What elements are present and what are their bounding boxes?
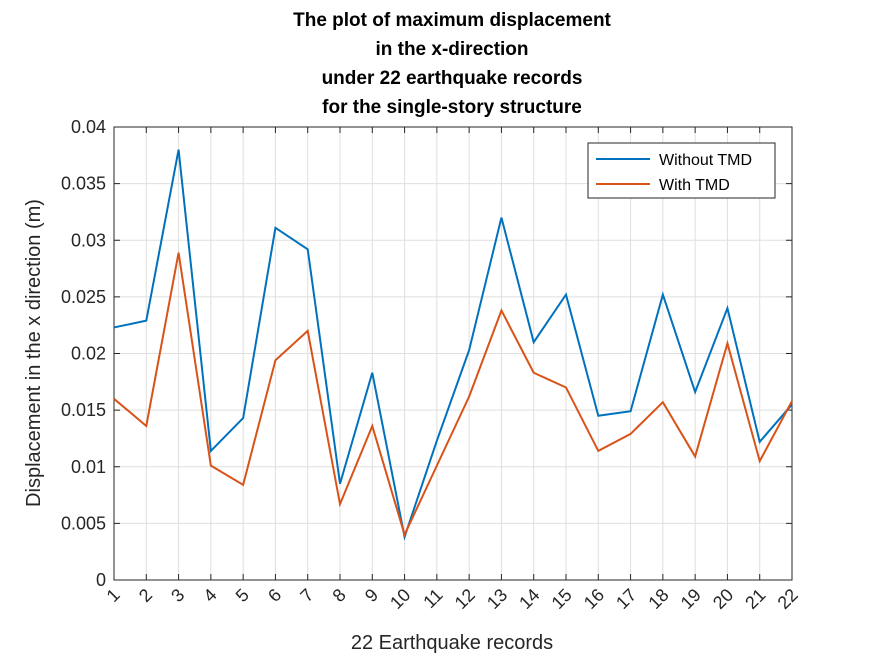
chart-title-line-4: for the single-story structure <box>322 97 582 118</box>
series-lines <box>113 149 793 541</box>
y-tick-label: 0.04 <box>71 117 106 137</box>
legend: Without TMD With TMD <box>587 142 776 199</box>
legend-label-with-tmd: With TMD <box>659 177 730 194</box>
chart-title-line-3: under 22 earthquake records <box>322 68 583 89</box>
axis-ticks <box>113 126 793 581</box>
series-line-without-tmd <box>113 149 793 541</box>
y-tick-label: 0.025 <box>61 287 106 307</box>
series-line-with-tmd <box>113 252 793 538</box>
y-tick-label: 0.035 <box>61 174 106 194</box>
y-tick-label: 0.03 <box>71 230 106 250</box>
y-tick-label: 0.005 <box>61 513 106 533</box>
y-tick-label: 0 <box>96 570 106 590</box>
legend-box <box>587 142 776 199</box>
y-tick-label: 0.015 <box>61 400 106 420</box>
y-tick-label: 0.01 <box>71 457 106 477</box>
y-axis-label: Displacement in the x direction (m) <box>23 199 45 507</box>
chart-title-line-2: in the x-direction <box>375 39 528 60</box>
x-axis-label: 22 Earthquake records <box>351 632 553 654</box>
y-tick-labels: 0 0.005 0.01 0.015 0.02 0.025 0.03 0.035 0.04 <box>61 117 106 590</box>
legend-label-without-tmd: Without TMD <box>659 152 752 169</box>
chart-title-line-1: The plot of maximum displacement <box>293 10 611 31</box>
y-tick-label: 0.02 <box>71 344 106 364</box>
